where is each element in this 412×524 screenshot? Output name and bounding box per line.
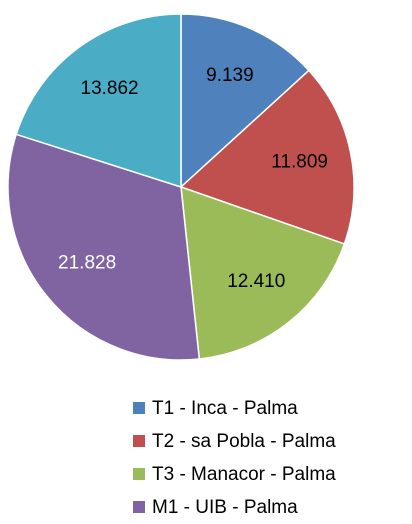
pie-slice: [179, 69, 355, 245]
legend-label: T2 - sa Pobla - Palma: [152, 431, 336, 452]
pie-slice: [15, 13, 182, 189]
data-label: 12.410: [227, 271, 285, 292]
pie-slice: [180, 13, 310, 189]
data-label: 11.809: [271, 152, 328, 173]
legend-swatch: [133, 402, 145, 414]
legend-label: T1 - Inca - Palma: [152, 398, 298, 419]
pie-slice: [180, 185, 346, 360]
legend-label: T3 - Manacor - Palma: [152, 464, 336, 485]
legend-swatch: [133, 435, 145, 447]
pie-slice: [7, 133, 201, 361]
legend-label: M1 - UIB - Palma: [152, 497, 298, 518]
data-label: 13.862: [81, 78, 139, 99]
legend-swatch: [133, 468, 145, 480]
data-label: 9.139: [206, 65, 254, 86]
legend-swatch: [133, 501, 145, 513]
data-label: 21.828: [58, 253, 116, 274]
